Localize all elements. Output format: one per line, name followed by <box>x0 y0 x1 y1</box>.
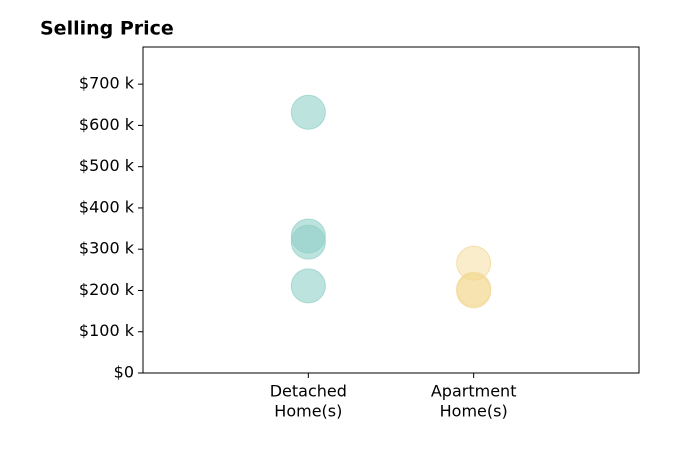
y-tick-label: $700 k <box>79 74 135 93</box>
point <box>290 94 326 130</box>
x-tick-label: Home(s) <box>274 402 342 421</box>
point <box>290 224 326 260</box>
x-tick-label: Home(s) <box>440 402 508 421</box>
y-tick-label: $400 k <box>79 197 135 216</box>
y-tick-label: $100 k <box>79 321 135 340</box>
point <box>290 268 326 304</box>
y-tick-label: $300 k <box>79 239 135 258</box>
y-tick-label: $0 <box>114 363 134 382</box>
y-tick-label: $200 k <box>79 280 135 299</box>
point <box>456 245 492 281</box>
y-tick-label: $500 k <box>79 156 135 175</box>
plot-frame <box>142 46 640 374</box>
chart-title: Selling Price <box>40 18 174 40</box>
point <box>456 273 492 309</box>
y-tick-label: $600 k <box>79 115 135 134</box>
x-tick-label: Apartment <box>431 382 517 401</box>
x-tick-label: Detached <box>270 382 347 401</box>
